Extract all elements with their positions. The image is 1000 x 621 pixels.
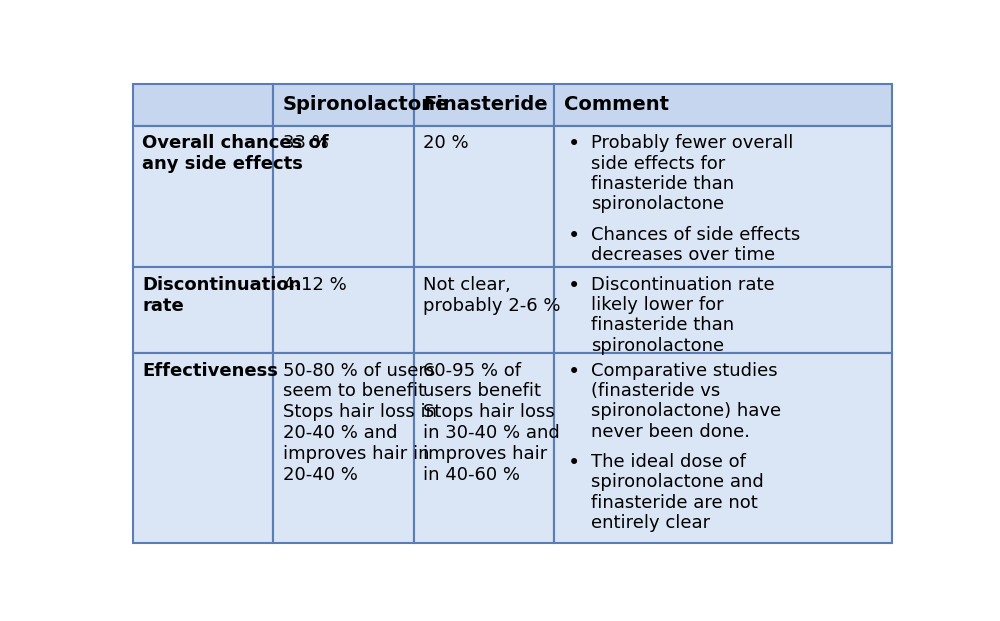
- Bar: [414, 126, 554, 267]
- Text: 4-12 %: 4-12 %: [283, 276, 346, 294]
- Bar: [273, 353, 414, 543]
- Text: spironolactone: spironolactone: [591, 337, 725, 355]
- Text: Effectiveness: Effectiveness: [142, 361, 278, 379]
- Bar: [133, 84, 273, 126]
- Bar: [554, 353, 892, 543]
- Text: Discontinuation
rate: Discontinuation rate: [142, 276, 301, 315]
- Text: •: •: [568, 226, 580, 246]
- Text: spironolactone) have: spironolactone) have: [591, 402, 782, 420]
- Text: 20 %: 20 %: [423, 134, 469, 152]
- Text: finasteride than: finasteride than: [591, 175, 735, 193]
- Bar: [554, 84, 892, 126]
- Text: side effects for: side effects for: [591, 155, 726, 173]
- Bar: [414, 267, 554, 353]
- Text: Finasteride: Finasteride: [423, 96, 548, 114]
- Text: spironolactone and: spironolactone and: [591, 473, 764, 491]
- Bar: [414, 353, 554, 543]
- Bar: [273, 84, 414, 126]
- Bar: [414, 84, 554, 126]
- Bar: [273, 126, 414, 267]
- Text: spironolactone: spironolactone: [591, 196, 725, 214]
- Text: Overall chances of
any side effects: Overall chances of any side effects: [142, 134, 329, 173]
- Text: (finasteride vs: (finasteride vs: [591, 382, 721, 400]
- Text: •: •: [568, 276, 580, 296]
- Text: Comparative studies: Comparative studies: [591, 361, 778, 379]
- Text: Not clear,
probably 2-6 %: Not clear, probably 2-6 %: [423, 276, 561, 315]
- Bar: [273, 267, 414, 353]
- Text: Discontinuation rate: Discontinuation rate: [591, 276, 775, 294]
- Text: finasteride than: finasteride than: [591, 317, 735, 335]
- Bar: [554, 126, 892, 267]
- Text: •: •: [568, 453, 580, 473]
- Text: finasteride are not: finasteride are not: [591, 494, 758, 512]
- Text: Probably fewer overall: Probably fewer overall: [591, 134, 794, 152]
- Text: likely lower for: likely lower for: [591, 296, 724, 314]
- Bar: [133, 353, 273, 543]
- Text: Spironolactone: Spironolactone: [283, 96, 449, 114]
- Text: Comment: Comment: [564, 96, 669, 114]
- Bar: [133, 267, 273, 353]
- Text: decreases over time: decreases over time: [591, 246, 776, 264]
- Text: 60-95 % of
users benefit
Stops hair loss
in 30-40 % and
improves hair
in 40-60 %: 60-95 % of users benefit Stops hair loss…: [423, 361, 560, 484]
- Bar: [133, 126, 273, 267]
- Bar: [554, 267, 892, 353]
- Text: 50-80 % of users
seem to benefit
Stops hair loss in
20-40 % and
improves hair in: 50-80 % of users seem to benefit Stops h…: [283, 361, 437, 484]
- Text: never been done.: never been done.: [591, 422, 750, 440]
- Text: entirely clear: entirely clear: [591, 514, 711, 532]
- Text: •: •: [568, 134, 580, 155]
- Text: •: •: [568, 361, 580, 382]
- Text: 33 %: 33 %: [283, 134, 328, 152]
- Text: Chances of side effects: Chances of side effects: [591, 226, 801, 244]
- Text: The ideal dose of: The ideal dose of: [591, 453, 746, 471]
